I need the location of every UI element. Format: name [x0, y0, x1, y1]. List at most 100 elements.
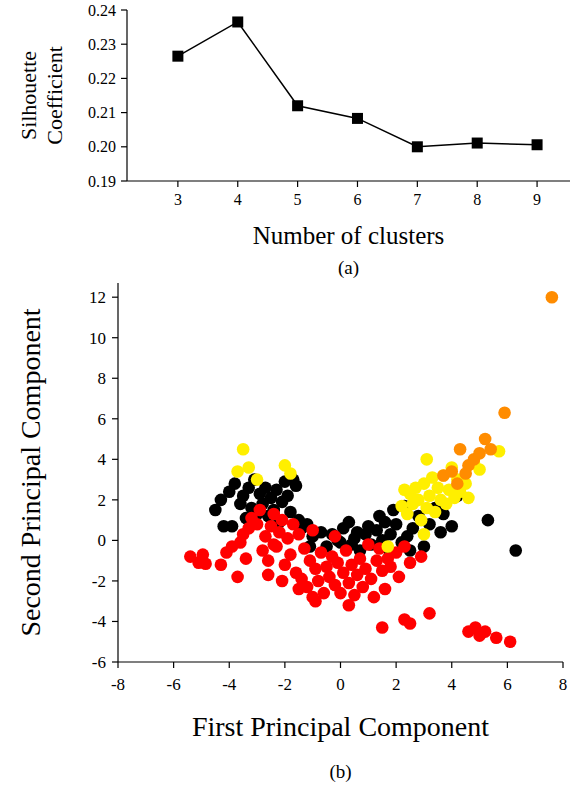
point — [231, 571, 244, 584]
point — [490, 631, 503, 644]
point — [262, 554, 275, 567]
point — [284, 548, 297, 561]
y-tick — [121, 9, 127, 10]
y-tick-label: 10 — [89, 329, 106, 348]
point — [432, 481, 445, 494]
point — [462, 492, 475, 505]
x-tick-label: 0 — [336, 675, 345, 694]
point — [415, 514, 428, 527]
y-tick-label: 0.20 — [88, 138, 116, 155]
point — [231, 465, 244, 478]
point — [445, 465, 458, 478]
y-tick-label: 2 — [98, 491, 107, 510]
point — [479, 625, 492, 638]
y-tick — [112, 418, 118, 419]
point — [434, 526, 447, 539]
point — [376, 621, 389, 634]
point — [276, 514, 289, 527]
point — [415, 550, 428, 563]
point — [329, 530, 342, 543]
y-tick-label: 0.19 — [88, 173, 116, 190]
y-tick — [112, 621, 118, 622]
x-tick — [297, 181, 298, 187]
point — [398, 483, 411, 496]
point — [379, 516, 392, 529]
x-tick-label: -6 — [167, 675, 181, 694]
point — [340, 544, 353, 557]
point — [281, 490, 294, 503]
x-tick-label: 6 — [503, 675, 512, 694]
point — [281, 532, 294, 545]
y-tick-label: 0.23 — [88, 36, 116, 53]
point — [343, 516, 356, 529]
point — [472, 138, 483, 149]
point — [404, 617, 417, 630]
x-tick — [357, 181, 358, 187]
point — [429, 506, 442, 519]
y-tick — [112, 378, 118, 379]
point — [262, 569, 275, 582]
point — [334, 587, 347, 600]
x-tick — [417, 181, 418, 187]
point — [451, 477, 464, 490]
x-tick-label: -4 — [222, 675, 237, 694]
series-2 — [231, 443, 505, 553]
y-tick-label: 8 — [98, 369, 107, 388]
x-tick — [173, 662, 174, 668]
x-tick-label: 7 — [413, 191, 421, 208]
point — [229, 477, 242, 490]
x-tick-label: 8 — [473, 191, 481, 208]
plot-area — [184, 291, 558, 648]
y-tick — [121, 146, 127, 147]
x-tick — [229, 662, 230, 668]
y-tick — [112, 499, 118, 500]
point — [390, 518, 403, 531]
point — [312, 575, 325, 588]
point — [473, 447, 486, 460]
x-tick-label: 3 — [174, 191, 182, 208]
point — [309, 595, 322, 608]
point — [398, 540, 411, 553]
point — [232, 16, 243, 27]
point — [484, 443, 497, 456]
point — [290, 479, 303, 492]
x-tick-label: -8 — [111, 675, 125, 694]
point — [498, 406, 511, 419]
y-tick-label: -6 — [92, 653, 106, 672]
point — [172, 51, 183, 62]
point — [420, 453, 433, 466]
point — [306, 524, 319, 537]
point — [454, 443, 467, 456]
x-tick — [284, 662, 285, 668]
point — [237, 443, 250, 456]
x-tick — [340, 662, 341, 668]
x-tick — [396, 662, 397, 668]
point — [315, 546, 328, 559]
y-axis-title: SilhouetteCoefficient — [16, 46, 67, 145]
y-tick-label: 0.21 — [88, 104, 116, 121]
series-1 — [184, 504, 516, 648]
x-tick — [477, 181, 478, 187]
point — [199, 557, 212, 570]
point — [365, 573, 378, 586]
chart-2: -8-6-4-202468-6-4-2024681012First Princi… — [15, 283, 567, 783]
point — [309, 562, 322, 575]
point — [240, 552, 253, 565]
x-axis-line — [127, 180, 570, 181]
x-tick — [507, 662, 508, 668]
y-tick — [112, 580, 118, 581]
point — [509, 544, 522, 557]
y-tick — [121, 78, 127, 79]
point — [298, 542, 311, 555]
point — [412, 141, 423, 152]
point — [292, 100, 303, 111]
y-tick — [121, 112, 127, 113]
point — [393, 571, 406, 584]
point — [351, 526, 364, 539]
point — [352, 113, 363, 124]
chart-1: 34567890.190.200.210.220.230.24Number of… — [16, 2, 570, 279]
x-tick-label: 8 — [559, 675, 568, 694]
y-tick — [112, 459, 118, 460]
point — [251, 518, 264, 531]
y-axis-line — [126, 10, 127, 181]
